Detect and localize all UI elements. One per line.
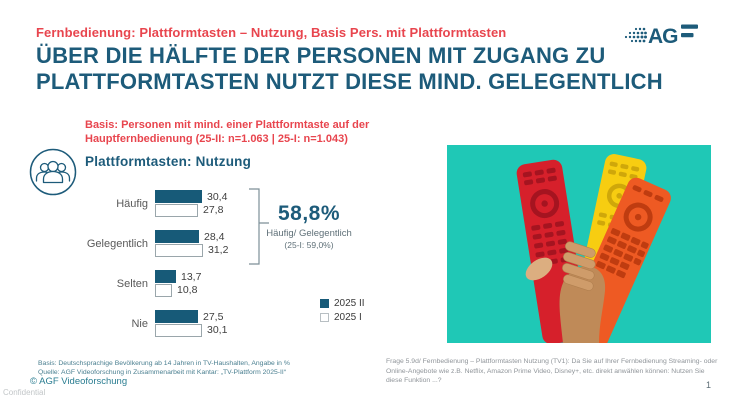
legend-item-2025-i: 2025 I (320, 312, 365, 323)
annotation-value: 58,8% (277, 202, 341, 225)
chart-legend: 2025 II 2025 I (320, 298, 365, 326)
bar-chart: Häufig 30,4 27,8 Gelegentlich 28,4 31,2 Selten… (63, 190, 228, 350)
footnote-source: Quelle: AGF Videoforschung in Zusammenar… (38, 369, 287, 376)
agf-logo: AG (624, 24, 698, 48)
bar-value: 30,4 (207, 190, 228, 203)
logo-ag-text: AG (648, 25, 678, 48)
annotation-label: Häufig/ Gelegentlich (266, 228, 352, 239)
audience-icon (29, 148, 77, 196)
footnotes-left: Basis: Deutschsprachige Bevölkerung ab 1… (38, 359, 290, 377)
bar-value: 28,4 (204, 230, 225, 243)
legend-label: 2025 II (334, 298, 365, 309)
annotation-sublabel: (25-I: 59,0%) (284, 240, 334, 250)
bar-2025-i (155, 203, 198, 217)
category-label: Häufig (116, 197, 148, 210)
confidential-label: Confidential (3, 388, 46, 397)
chart-row: Selten 13,7 10,8 (63, 270, 228, 297)
bar-2025-ii (155, 190, 202, 204)
copyright: © AGF Videoforschung (30, 376, 128, 387)
bar-value: 31,2 (208, 244, 229, 257)
page-title: ÜBER DIE HÄLFTE DER PERSONEN MIT ZUGANG … (36, 43, 663, 94)
legend-swatch-light (320, 313, 329, 322)
hand (525, 241, 606, 343)
remotes-photo (447, 145, 711, 343)
annotation-bracket (249, 188, 269, 265)
logo-f-glyph (681, 24, 698, 38)
bar-value: 27,5 (203, 310, 224, 323)
category-label: Selten (116, 277, 148, 290)
footnote-basis: Basis: Deutschsprachige Bevölkerung ab 1… (38, 360, 290, 367)
bar-value: 27,8 (203, 204, 224, 217)
bar-value: 10,8 (177, 284, 198, 297)
chart-row: Gelegentlich 28,4 31,2 (63, 230, 228, 257)
bar-value: 30,1 (207, 324, 228, 337)
bar-2025-i (155, 283, 172, 297)
legend-item-2025-ii: 2025 II (320, 298, 365, 309)
kicker: Fernbedienung: Plattformtasten – Nutzung… (36, 25, 507, 40)
basis-note: Basis: Personen mit mind. einer Plattfor… (85, 119, 370, 145)
legend-label: 2025 I (334, 312, 362, 323)
category-label: Nie (131, 317, 148, 330)
survey-question-note: Frage 5.9d/ Fernbedienung – Plattformtas… (386, 358, 718, 384)
bar-value: 13,7 (181, 270, 202, 283)
chart-title: Plattformtasten: Nutzung (85, 154, 252, 169)
chart-row: Nie 27,5 30,1 (63, 310, 228, 337)
bar-2025-ii (155, 310, 198, 324)
bar-2025-ii (155, 270, 176, 284)
legend-swatch-dark (320, 299, 329, 308)
bar-2025-ii (155, 230, 199, 244)
chart-row: Häufig 30,4 27,8 (63, 190, 228, 217)
annotation-block: 58,8% Häufig/ Gelegentlich (25-I: 59,0%) (260, 202, 358, 250)
bar-2025-i (155, 323, 202, 337)
bar-2025-i (155, 243, 203, 257)
category-label: Gelegentlich (86, 237, 148, 250)
page-number: 1 (705, 380, 711, 390)
